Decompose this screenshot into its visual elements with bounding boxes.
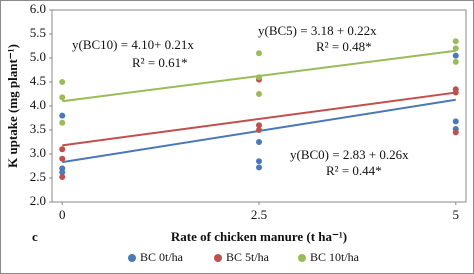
x-axis-title: Rate of chicken manure (t ha⁻¹) <box>171 229 347 244</box>
point <box>256 164 262 171</box>
point <box>59 165 66 172</box>
legend-marker <box>214 254 222 262</box>
x-tick-label: 2.5 <box>251 207 267 222</box>
point <box>256 139 262 145</box>
point <box>59 94 66 101</box>
point <box>452 58 459 65</box>
point <box>452 45 459 52</box>
point <box>256 74 262 81</box>
point <box>256 158 262 165</box>
annotation: y(BC0) = 2.83 + 0.26x <box>290 147 409 162</box>
point <box>256 91 262 97</box>
point <box>452 118 459 125</box>
y-tick-label: 6.0 <box>30 1 46 16</box>
y-tick-label: 5.5 <box>30 25 46 40</box>
point <box>59 112 66 119</box>
point <box>59 146 66 153</box>
point <box>452 129 459 136</box>
point <box>256 50 262 57</box>
y-tick-label: 3.0 <box>30 145 46 160</box>
point <box>59 119 66 126</box>
legend-marker <box>128 254 136 262</box>
y-tick-label: 2.5 <box>30 169 46 184</box>
x-tick-label: 5 <box>453 207 460 222</box>
point <box>256 127 262 133</box>
y-tick-label: 5.0 <box>30 49 46 64</box>
panel-label: c <box>32 229 38 244</box>
x-tick-label: 0 <box>59 207 66 222</box>
point <box>59 79 66 85</box>
y-tick-label: 4.5 <box>30 73 46 88</box>
y-axis-title: K uptake (mg plant⁻¹) <box>5 44 20 168</box>
point <box>452 52 459 59</box>
point <box>59 155 66 162</box>
legend-label: BC 10t/ha <box>310 250 360 264</box>
legend-label: BC 5t/ha <box>226 250 270 264</box>
legend-marker <box>298 254 306 262</box>
point <box>452 38 459 45</box>
trend-line <box>62 91 456 147</box>
annotation: y(BC10) = 4.10+ 0.21x <box>72 37 194 52</box>
annotation: R² = 0.61* <box>132 55 188 70</box>
legend-label: BC 0t/ha <box>140 250 184 264</box>
annotation: R² = 0.48* <box>316 39 372 54</box>
point <box>59 174 66 181</box>
point <box>256 122 262 129</box>
point <box>452 86 459 93</box>
annotation: R² = 0.44* <box>326 163 382 178</box>
annotation: y(BC5) = 3.18 + 0.22x <box>258 23 377 38</box>
y-tick-label: 3.5 <box>30 121 46 136</box>
y-tick-label: 2.0 <box>30 193 46 208</box>
y-tick-label: 4.0 <box>30 97 46 112</box>
